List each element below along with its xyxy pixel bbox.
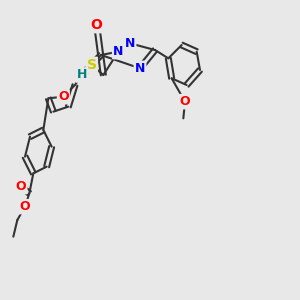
Text: O: O (91, 18, 103, 32)
Text: N: N (113, 45, 124, 58)
Text: O: O (16, 180, 26, 193)
Text: S: S (87, 58, 97, 72)
Text: N: N (125, 37, 135, 50)
Text: O: O (58, 90, 69, 103)
Text: O: O (20, 200, 30, 213)
Text: H: H (76, 68, 87, 82)
Text: N: N (135, 62, 145, 75)
Text: O: O (180, 95, 190, 108)
